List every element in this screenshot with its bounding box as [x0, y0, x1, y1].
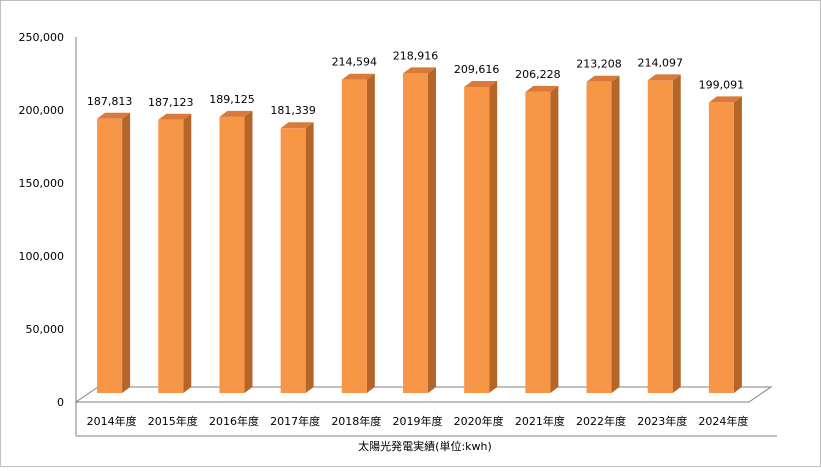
bar-side [305, 122, 314, 394]
bar-top [280, 122, 314, 129]
bar-2018年度 [341, 73, 375, 394]
bar-2015年度 [158, 113, 192, 394]
bar-2016年度 [219, 110, 253, 393]
x-tick-label: 2017年度 [270, 414, 320, 428]
data-label: 214,594 [332, 56, 378, 69]
data-label: 181,339 [270, 104, 316, 117]
axes: 0 50,000 100,000 150,000 200,000 250,000 2014年… [19, 31, 777, 437]
y-tick-label: 200,000 [19, 104, 65, 117]
bar-side [550, 85, 559, 394]
data-label: 218,916 [393, 49, 439, 62]
bar-top [219, 110, 253, 117]
data-label: 187,123 [148, 96, 194, 109]
x-tick-label: 2022年度 [576, 414, 626, 428]
bar-side [244, 110, 253, 393]
y-tick-label: 250,000 [19, 31, 65, 44]
bar-side [428, 67, 436, 394]
x-tick-label: 2018年度 [331, 414, 381, 428]
x-tick-label: 2021年度 [515, 414, 565, 428]
bar-front [158, 119, 184, 394]
bar-top [341, 73, 375, 80]
bar-side [733, 96, 742, 393]
x-tick-label: 2024年度 [698, 414, 748, 428]
bar-side [183, 113, 192, 394]
floor-plane [74, 386, 773, 403]
bar-side [122, 112, 131, 393]
bar-front [586, 81, 612, 394]
bar-2017年度 [280, 122, 314, 394]
bar-front [219, 116, 245, 393]
x-axis-title: 太陽光発電実績(単位:kwh) [358, 439, 492, 453]
bar-top [158, 113, 192, 120]
bar-2023年度 [647, 74, 681, 393]
data-label: 214,097 [637, 56, 683, 69]
bar-front [341, 79, 367, 394]
bar-top [97, 112, 131, 119]
data-label: 189,125 [209, 93, 255, 106]
bar-top [464, 80, 498, 87]
bar-side [366, 73, 375, 394]
bar-front [525, 91, 551, 394]
bars [97, 67, 742, 394]
data-label: 209,616 [454, 63, 500, 76]
data-label: 206,228 [515, 68, 561, 81]
bar-2020年度 [464, 80, 498, 394]
bar-top [525, 85, 559, 92]
y-tick-label: 50,000 [26, 323, 65, 336]
bar-side [489, 80, 498, 394]
bar-front [403, 73, 428, 394]
y-tick-label: 0 [57, 396, 64, 409]
bar-2024年度 [708, 96, 742, 393]
bar-front [97, 118, 123, 393]
bar-top [647, 74, 681, 81]
data-label: 187,813 [87, 95, 133, 108]
bar-top [403, 67, 436, 74]
bar-front [647, 80, 673, 393]
bar-2014年度 [97, 112, 131, 393]
x-tick-label: 2020年度 [454, 414, 504, 428]
x-tick-label: 2014年度 [87, 414, 137, 428]
bar-side [672, 74, 681, 393]
bar-top [586, 75, 620, 82]
data-label: 213,208 [576, 58, 622, 71]
bar-front [464, 86, 490, 394]
bar-top [708, 96, 742, 103]
x-tick-label: 2019年度 [393, 414, 443, 428]
data-label: 199,091 [699, 78, 745, 91]
bar-side [611, 75, 620, 394]
y-tick-label: 150,000 [19, 177, 65, 190]
bar-front [280, 128, 306, 393]
bar-2022年度 [586, 75, 620, 394]
y-tick-label: 100,000 [19, 250, 65, 263]
bar-2019年度 [403, 67, 436, 394]
bar-front [708, 102, 734, 393]
bar-2021年度 [525, 85, 559, 394]
x-tick-label: 2023年度 [637, 414, 687, 428]
data-labels: 187,813 187,123 189,125 181,339 214,594 218,9… [87, 49, 744, 117]
x-tick-label: 2016年度 [209, 414, 259, 428]
x-tick-label: 2015年度 [148, 414, 198, 428]
